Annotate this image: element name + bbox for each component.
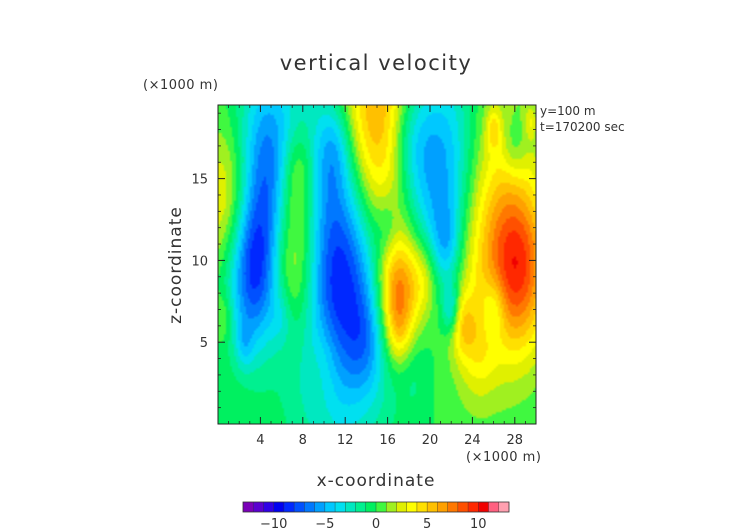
colorbar-swatch [416, 502, 428, 512]
colorbar-swatch [396, 502, 407, 512]
colorbar-swatch [283, 502, 295, 512]
colorbar: −10 −5 0 5 10 [242, 501, 510, 532]
y-axis-title: z-coordinate [166, 206, 186, 324]
colorbar-tick-label: −5 [315, 517, 334, 532]
x-tick-label: 8 [299, 433, 307, 448]
y-tick-label: 15 [191, 173, 208, 188]
x-axis-ticks: 4 8 12 16 20 24 28 [228, 105, 526, 448]
colorbar-swatch [335, 502, 346, 512]
colorbar-swatch [314, 502, 326, 512]
colorbar-swatch [294, 502, 305, 512]
colorbar-swatch [437, 502, 448, 512]
colorbar-swatch [478, 502, 489, 512]
y-position-annotation: y=100 m [540, 104, 596, 118]
colorbar-tick-label: −10 [260, 517, 287, 532]
colorbar-swatch [457, 502, 469, 512]
colorbar-swatch [304, 502, 315, 512]
x-tick-label: 4 [256, 433, 264, 448]
y-axis-unit-label: (×1000 m) [143, 78, 218, 93]
colorbar-swatch [427, 502, 438, 512]
x-tick-label: 28 [507, 433, 524, 448]
x-tick-label: 20 [422, 433, 439, 448]
x-axis-title: x-coordinate [317, 471, 436, 491]
colorbar-tick-label: 5 [423, 517, 431, 532]
x-axis-unit-label: (×1000 m) [466, 450, 541, 465]
chart-title: vertical velocity [280, 51, 473, 75]
colorbar-swatch [498, 502, 510, 512]
colorbar-swatch [345, 502, 356, 512]
colorbar-swatch [406, 502, 418, 512]
x-tick-label: 16 [379, 433, 396, 448]
colorbar-tick-label: 0 [372, 517, 380, 532]
y-tick-label: 5 [200, 336, 208, 351]
colorbar-swatch [468, 502, 479, 512]
colorbar-swatch [243, 502, 254, 512]
time-annotation: t=170200 sec [540, 120, 625, 134]
colorbar-swatch [263, 502, 274, 512]
colorbar-swatch [386, 502, 397, 512]
colorbar-swatch [253, 502, 264, 512]
velocity-heatmap [218, 105, 536, 424]
y-tick-label: 10 [191, 254, 208, 269]
heatmap-plot-area: 4 8 12 16 20 24 28 5 10 15 [191, 104, 537, 448]
colorbar-swatch [365, 502, 377, 512]
colorbar-tick-label: 10 [470, 517, 487, 532]
colorbar-swatch [273, 502, 285, 512]
x-tick-label: 12 [337, 433, 354, 448]
colorbar-swatch [376, 502, 387, 512]
x-tick-label: 24 [464, 433, 481, 448]
colorbar-swatch [447, 502, 459, 512]
colorbar-swatch [324, 502, 336, 512]
y-axis-ticks: 5 10 15 [191, 112, 536, 409]
colorbar-swatch [355, 502, 367, 512]
colorbar-swatch [488, 502, 500, 512]
